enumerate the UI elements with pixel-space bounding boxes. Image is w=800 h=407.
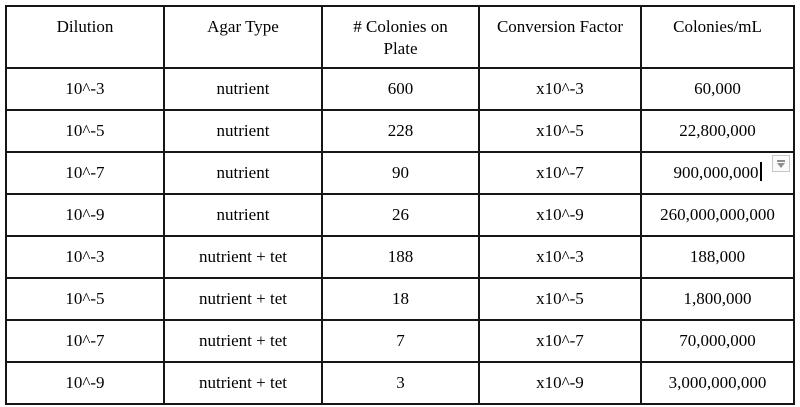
cell-conversion-factor[interactable]: x10^-3 <box>478 67 642 111</box>
column-header-conversion-factor[interactable]: Conversion Factor <box>478 5 642 69</box>
table-row: 10^-3 nutrient + tet 188 x10^-3 188,000 <box>5 235 795 279</box>
cell-agar-type[interactable]: nutrient + tet <box>163 361 323 405</box>
cell-dilution[interactable]: 10^-7 <box>5 151 165 195</box>
dilution-results-table: Dilution Agar Type # Colonies on Plate C… <box>5 5 795 405</box>
cell-agar-type[interactable]: nutrient <box>163 193 323 237</box>
cell-agar-type[interactable]: nutrient <box>163 67 323 111</box>
cell-conversion-factor[interactable]: x10^-3 <box>478 235 642 279</box>
document-canvas: Dilution Agar Type # Colonies on Plate C… <box>5 5 795 405</box>
cell-colonies-on-plate[interactable]: 18 <box>321 277 480 321</box>
cell-colonies-per-ml[interactable]: 60,000 <box>640 67 795 111</box>
cell-colonies-on-plate[interactable]: 7 <box>321 319 480 363</box>
table-row: 10^-9 nutrient 26 x10^-9 260,000,000,000 <box>5 193 795 237</box>
cell-colonies-on-plate[interactable]: 228 <box>321 109 480 153</box>
table-row: 10^-9 nutrient + tet 3 x10^-9 3,000,000,… <box>5 361 795 405</box>
column-header-colonies-per-ml[interactable]: Colonies/mL <box>640 5 795 69</box>
cell-dilution[interactable]: 10^-7 <box>5 319 165 363</box>
cell-conversion-factor[interactable]: x10^-9 <box>478 361 642 405</box>
cell-conversion-factor[interactable]: x10^-5 <box>478 277 642 321</box>
column-header-dilution[interactable]: Dilution <box>5 5 165 69</box>
cell-colonies-per-ml[interactable]: 22,800,000 <box>640 109 795 153</box>
table-row: 10^-5 nutrient 228 x10^-5 22,800,000 <box>5 109 795 153</box>
cell-dilution[interactable]: 10^-9 <box>5 361 165 405</box>
cell-conversion-factor[interactable]: x10^-5 <box>478 109 642 153</box>
column-header-colonies-on-plate[interactable]: # Colonies on Plate <box>321 5 480 69</box>
autocorrect-options-button[interactable] <box>772 155 790 172</box>
header-row: Dilution Agar Type # Colonies on Plate C… <box>5 5 795 69</box>
text-cursor <box>759 162 762 181</box>
cell-dilution[interactable]: 10^-5 <box>5 109 165 153</box>
cell-colonies-on-plate[interactable]: 3 <box>321 361 480 405</box>
cell-colonies-on-plate[interactable]: 90 <box>321 151 480 195</box>
cell-dilution[interactable]: 10^-9 <box>5 193 165 237</box>
cell-dilution[interactable]: 10^-5 <box>5 277 165 321</box>
cell-agar-type[interactable]: nutrient <box>163 109 323 153</box>
cell-colonies-on-plate[interactable]: 188 <box>321 235 480 279</box>
cell-conversion-factor[interactable]: x10^-9 <box>478 193 642 237</box>
table-row: 10^-3 nutrient 600 x10^-3 60,000 <box>5 67 795 111</box>
cell-conversion-factor[interactable]: x10^-7 <box>478 151 642 195</box>
cell-colonies-per-ml[interactable]: 1,800,000 <box>640 277 795 321</box>
cell-agar-type[interactable]: nutrient + tet <box>163 235 323 279</box>
column-header-agar-type[interactable]: Agar Type <box>163 5 323 69</box>
cell-colonies-per-ml[interactable]: 3,000,000,000 <box>640 361 795 405</box>
cell-colonies-per-ml[interactable]: 260,000,000,000 <box>640 193 795 237</box>
cell-agar-type[interactable]: nutrient + tet <box>163 277 323 321</box>
cell-colonies-per-ml-editing[interactable]: 900,000,000 <box>640 151 795 195</box>
cell-dilution[interactable]: 10^-3 <box>5 67 165 111</box>
cell-colonies-on-plate[interactable]: 26 <box>321 193 480 237</box>
cell-dilution[interactable]: 10^-3 <box>5 235 165 279</box>
table-row: 10^-7 nutrient + tet 7 x10^-7 70,000,000 <box>5 319 795 363</box>
cell-value: 900,000,000 <box>673 163 759 182</box>
cell-colonies-per-ml[interactable]: 188,000 <box>640 235 795 279</box>
cell-agar-type[interactable]: nutrient <box>163 151 323 195</box>
cell-conversion-factor[interactable]: x10^-7 <box>478 319 642 363</box>
table-row: 10^-7 nutrient 90 x10^-7 900,000,000 <box>5 151 795 195</box>
table-row: 10^-5 nutrient + tet 18 x10^-5 1,800,000 <box>5 277 795 321</box>
cell-agar-type[interactable]: nutrient + tet <box>163 319 323 363</box>
cell-colonies-per-ml[interactable]: 70,000,000 <box>640 319 795 363</box>
chevron-down-icon <box>777 159 785 168</box>
cell-colonies-on-plate[interactable]: 600 <box>321 67 480 111</box>
